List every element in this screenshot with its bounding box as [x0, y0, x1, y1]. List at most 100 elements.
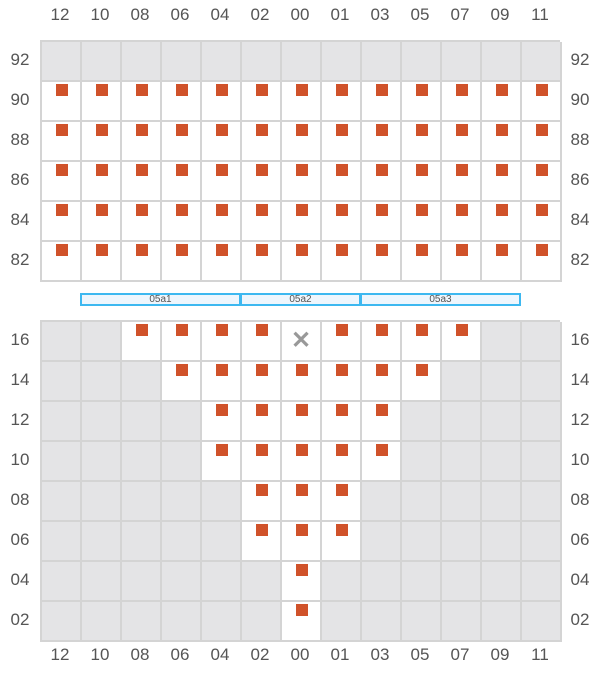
seat-cell[interactable] [322, 482, 362, 522]
seat-cell[interactable] [482, 242, 522, 282]
seat-cell[interactable] [162, 242, 202, 282]
seat-cell[interactable] [282, 122, 322, 162]
seat-cell[interactable] [242, 322, 282, 362]
seat-cell[interactable] [322, 402, 362, 442]
seat-cell[interactable] [42, 202, 82, 242]
seat-cell[interactable] [122, 162, 162, 202]
seat-cell[interactable] [202, 122, 242, 162]
seat-cell[interactable] [522, 82, 562, 122]
seat-cell[interactable] [482, 122, 522, 162]
seat-cell[interactable] [202, 82, 242, 122]
seat-cell[interactable] [242, 402, 282, 442]
seat-cell[interactable] [402, 322, 442, 362]
seat-cell[interactable] [202, 322, 242, 362]
seat-cell[interactable] [42, 122, 82, 162]
seat-cell[interactable] [522, 202, 562, 242]
seat-cell[interactable] [442, 322, 482, 362]
seat-cell[interactable] [282, 82, 322, 122]
seat-cell[interactable] [242, 362, 282, 402]
seat-cell[interactable] [162, 162, 202, 202]
seat-cell[interactable] [242, 162, 282, 202]
seat-cell[interactable] [442, 122, 482, 162]
seat-cell[interactable] [242, 442, 282, 482]
seat-cell[interactable] [362, 402, 402, 442]
seat-cell[interactable] [202, 162, 242, 202]
seat-cell[interactable] [522, 242, 562, 282]
seat-cell[interactable] [122, 82, 162, 122]
seat-cell[interactable] [282, 362, 322, 402]
seat-cell[interactable] [362, 162, 402, 202]
seat-cell[interactable] [122, 322, 162, 362]
seat-cell[interactable] [42, 82, 82, 122]
seat-cell[interactable] [362, 362, 402, 402]
seat-cell[interactable] [322, 322, 362, 362]
seat-cell[interactable] [402, 362, 442, 402]
seat-cell[interactable] [162, 322, 202, 362]
zone-bar[interactable]: 05a2 [240, 293, 361, 306]
seat-cell[interactable] [162, 82, 202, 122]
seat-cell[interactable] [282, 402, 322, 442]
seat-cell[interactable] [122, 122, 162, 162]
seat-cell[interactable] [522, 162, 562, 202]
seat-cell[interactable] [362, 122, 402, 162]
seat-cell[interactable] [282, 162, 322, 202]
seat-cell[interactable] [322, 522, 362, 562]
seat-cell[interactable] [202, 242, 242, 282]
seat-cell[interactable] [202, 402, 242, 442]
seat-cell[interactable] [242, 482, 282, 522]
seat-cell[interactable] [82, 82, 122, 122]
seat-cell[interactable] [402, 202, 442, 242]
seat-cell[interactable] [202, 202, 242, 242]
seat-cell[interactable] [322, 122, 362, 162]
seat-cell[interactable] [522, 122, 562, 162]
seat-cell[interactable] [402, 122, 442, 162]
seat-cell[interactable] [402, 242, 442, 282]
seat-cell[interactable] [82, 162, 122, 202]
seat-cell[interactable] [42, 162, 82, 202]
seat-cell[interactable] [42, 242, 82, 282]
seat-cell[interactable] [362, 242, 402, 282]
seat-cell[interactable] [122, 202, 162, 242]
seat-cell[interactable] [362, 202, 402, 242]
seat-cell[interactable] [162, 362, 202, 402]
seat-cell[interactable] [122, 242, 162, 282]
seat-cell[interactable] [442, 162, 482, 202]
seat-cell[interactable] [482, 202, 522, 242]
seat-cell[interactable] [322, 162, 362, 202]
seat-cell[interactable] [482, 162, 522, 202]
seat-cell[interactable] [202, 442, 242, 482]
seat-cell[interactable] [282, 562, 322, 602]
seat-cell[interactable] [242, 122, 282, 162]
seat-cell[interactable] [322, 202, 362, 242]
seat-cell[interactable] [282, 522, 322, 562]
seat-cell[interactable] [442, 242, 482, 282]
seat-cell[interactable] [282, 482, 322, 522]
seat-cell[interactable] [282, 202, 322, 242]
seat-cell[interactable] [282, 242, 322, 282]
seat-cell[interactable] [242, 202, 282, 242]
seat-cell[interactable] [362, 442, 402, 482]
seat-cell[interactable] [162, 122, 202, 162]
seat-cell[interactable] [402, 162, 442, 202]
seat-cell[interactable] [442, 82, 482, 122]
seat-cell[interactable] [82, 242, 122, 282]
seat-cell[interactable] [82, 122, 122, 162]
seat-cell[interactable] [322, 82, 362, 122]
zone-bar[interactable]: 05a3 [360, 293, 521, 306]
zone-bar[interactable]: 05a1 [80, 293, 241, 306]
seat-cell[interactable] [242, 82, 282, 122]
seat-cell[interactable] [82, 202, 122, 242]
seat-cell[interactable] [282, 602, 322, 642]
seat-cell[interactable] [282, 442, 322, 482]
seat-cell[interactable] [162, 202, 202, 242]
seat-cell[interactable] [402, 82, 442, 122]
seat-cell[interactable] [322, 362, 362, 402]
seat-cell[interactable] [242, 522, 282, 562]
seat-cell[interactable] [362, 82, 402, 122]
seat-cell[interactable] [202, 362, 242, 402]
seat-cell[interactable] [482, 82, 522, 122]
seat-cell[interactable] [362, 322, 402, 362]
seat-cell[interactable] [322, 442, 362, 482]
seat-cell[interactable] [322, 242, 362, 282]
seat-cell[interactable] [442, 202, 482, 242]
